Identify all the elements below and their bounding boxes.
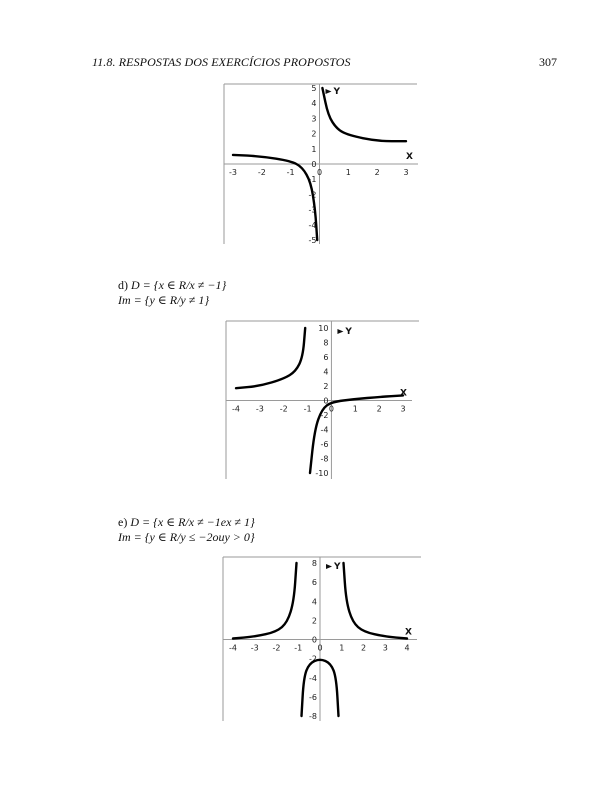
y-tick-label: -8 bbox=[320, 455, 328, 464]
x-tick-label: 4 bbox=[404, 644, 409, 653]
y-tick-label: 0 bbox=[311, 160, 316, 169]
x-tick-label: 0 bbox=[317, 168, 322, 177]
item-d-domain-formula: D = {x ∈ R/x ≠ −1} bbox=[131, 278, 227, 292]
x-tick-label: -4 bbox=[232, 405, 240, 414]
item-d-domain: d) D = {x ∈ R/x ≠ −1} bbox=[118, 278, 226, 293]
x-tick-label: -1 bbox=[304, 405, 312, 414]
x-tick-label: -2 bbox=[258, 168, 266, 177]
x-tick-label: 0 bbox=[317, 644, 322, 653]
y-axis-arrow-icon bbox=[326, 564, 332, 569]
x-tick-label: 0 bbox=[329, 405, 334, 414]
x-tick-label: -4 bbox=[229, 644, 237, 653]
y-tick-label: 4 bbox=[311, 99, 316, 108]
x-tick-label: 2 bbox=[375, 168, 380, 177]
item-e-domain: e) D = {x ∈ R/x ≠ −1ex ≠ 1} bbox=[118, 515, 255, 530]
y-axis-label: Y bbox=[344, 327, 352, 337]
y-tick-label: 4 bbox=[323, 368, 328, 377]
curve-branch-1 bbox=[231, 153, 319, 242]
item-e-image-formula: Im = {y ∈ R/y ≤ −2ouy > 0} bbox=[118, 530, 255, 544]
x-tick-label: 2 bbox=[377, 405, 382, 414]
item-e-image: Im = {y ∈ R/y ≤ −2ouy > 0} bbox=[118, 530, 255, 545]
item-d-image-formula: Im = {y ∈ R/y ≠ 1} bbox=[118, 293, 210, 307]
y-tick-label: -1 bbox=[309, 175, 317, 184]
y-axis-label: Y bbox=[333, 87, 341, 97]
y-tick-label: -4 bbox=[309, 674, 317, 683]
y-axis-arrow-icon bbox=[337, 329, 344, 334]
y-tick-label: 1 bbox=[311, 145, 316, 154]
curve-branch-1 bbox=[231, 561, 298, 640]
x-tick-label: 1 bbox=[346, 168, 351, 177]
y-tick-label: 2 bbox=[311, 130, 316, 139]
page-number: 307 bbox=[539, 55, 557, 69]
y-tick-label: 8 bbox=[312, 559, 317, 568]
y-axis-label: Y bbox=[333, 562, 341, 572]
x-axis-label: X bbox=[400, 389, 407, 399]
curve-branch-1 bbox=[234, 326, 307, 390]
y-tick-label: 10 bbox=[318, 324, 328, 333]
x-axis-label: X bbox=[405, 628, 412, 638]
y-tick-label: 3 bbox=[311, 114, 316, 123]
y-tick-label: 0 bbox=[312, 636, 317, 645]
item-d-image: Im = {y ∈ R/y ≠ 1} bbox=[118, 293, 209, 308]
x-tick-label: 2 bbox=[361, 644, 366, 653]
x-tick-label: 1 bbox=[353, 405, 358, 414]
y-tick-label: -4 bbox=[309, 221, 317, 230]
item-e-label: e) bbox=[118, 515, 131, 529]
y-tick-label: 2 bbox=[312, 616, 317, 625]
item-d-label: d) bbox=[118, 278, 131, 292]
x-tick-label: -3 bbox=[256, 405, 264, 414]
curve-branch-2 bbox=[308, 394, 405, 475]
item-e-domain-formula: D = {x ∈ R/x ≠ −1ex ≠ 1} bbox=[130, 515, 255, 529]
y-tick-label: -4 bbox=[320, 426, 328, 435]
x-tick-label: -1 bbox=[287, 168, 295, 177]
y-tick-label: 8 bbox=[323, 339, 328, 348]
x-tick-label: 3 bbox=[403, 168, 408, 177]
y-tick-label: 2 bbox=[323, 382, 328, 391]
y-tick-label: -5 bbox=[309, 236, 317, 245]
y-axis-arrow-icon bbox=[325, 89, 332, 94]
y-tick-label: -6 bbox=[309, 693, 317, 702]
x-tick-label: 1 bbox=[339, 644, 344, 653]
x-axis-label: X bbox=[406, 152, 413, 162]
curve-branch-2 bbox=[300, 658, 340, 718]
x-tick-label: -2 bbox=[280, 405, 288, 414]
curve-branch-3 bbox=[342, 561, 409, 640]
y-tick-label: 6 bbox=[312, 578, 317, 587]
y-tick-label: -2 bbox=[320, 411, 328, 420]
y-tick-label: -10 bbox=[315, 469, 328, 478]
x-tick-label: -3 bbox=[251, 644, 259, 653]
curve-branch-2 bbox=[321, 86, 408, 143]
y-tick-label: 0 bbox=[323, 397, 328, 406]
x-tick-label: 3 bbox=[400, 405, 405, 414]
x-tick-label: -1 bbox=[294, 644, 302, 653]
y-tick-label: -8 bbox=[309, 712, 317, 721]
running-header-section: 11.8. RESPOSTAS DOS EXERCÍCIOS PROPOSTOS bbox=[92, 55, 351, 69]
x-tick-label: 3 bbox=[383, 644, 388, 653]
y-tick-label: 4 bbox=[312, 597, 317, 606]
y-tick-label: 6 bbox=[323, 353, 328, 362]
y-tick-label: -6 bbox=[320, 440, 328, 449]
x-tick-label: -2 bbox=[273, 644, 281, 653]
x-tick-label: -3 bbox=[229, 168, 237, 177]
y-tick-label: -3 bbox=[309, 206, 317, 215]
y-tick-label: -2 bbox=[309, 655, 317, 664]
y-tick-label: 5 bbox=[311, 84, 316, 93]
